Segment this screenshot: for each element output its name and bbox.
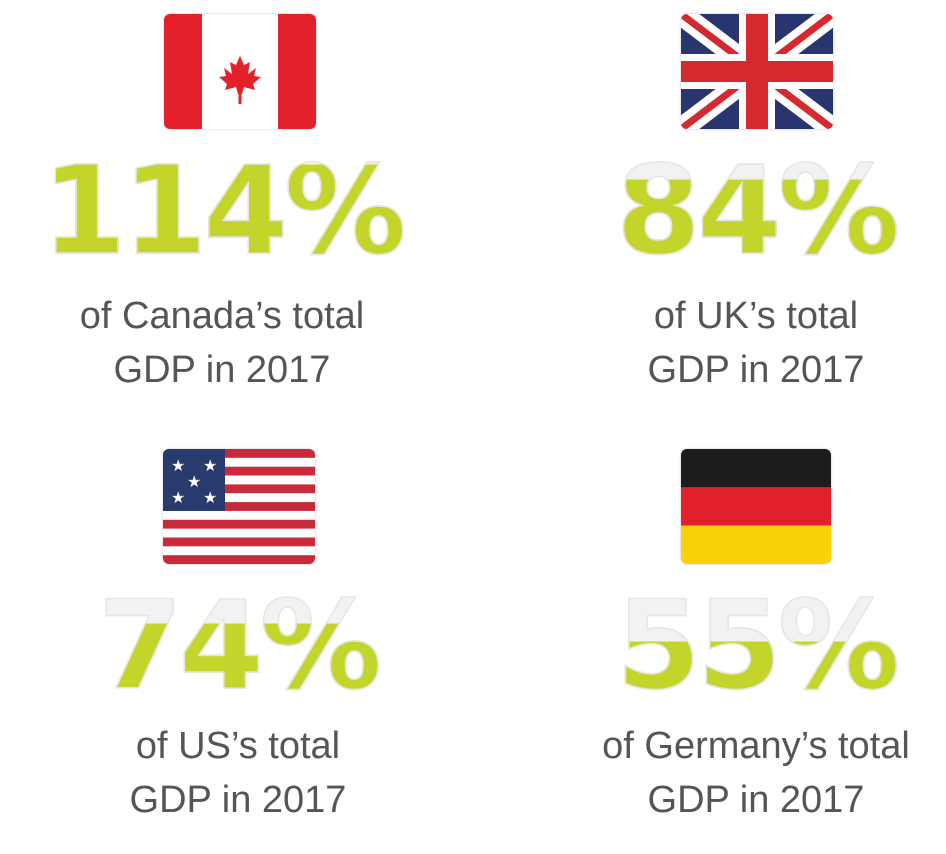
description-line-1: of US’s total [135,725,341,767]
germany-flag-icon [681,449,831,564]
card-germany: 55% of Germany’s total GDP in 2017 [546,435,946,854]
svg-text:★: ★ [171,488,185,507]
svg-text:★: ★ [171,456,185,475]
us-flag-icon: ★ ★ ★ ★ ★ [163,449,315,564]
description-line-2: GDP in 2017 [647,779,865,821]
description-line-1: of UK’s total [653,295,859,337]
uk-flag-icon [681,14,833,129]
description-line-1: of Germany’s total [602,725,910,767]
card-uk: 84% of UK’s total GDP in 2017 [546,0,946,420]
canada-flag-icon [164,14,316,129]
percent-value: 114% [12,149,432,273]
card-canada: 114% of Canada’s total GDP in 2017 [12,0,432,420]
svg-text:★: ★ [187,472,201,491]
description-line-1: of Canada’s total [79,295,365,337]
percent-value: 74% [28,584,448,708]
card-us: ★ ★ ★ ★ ★ 74% of US’s total GDP in 2017 [28,435,448,854]
description-line-2: GDP in 2017 [129,779,347,821]
percent-value: 84% [546,149,946,273]
description-line-2: GDP in 2017 [113,349,331,391]
svg-text:★: ★ [203,488,217,507]
svg-text:★: ★ [203,456,217,475]
description-line-2: GDP in 2017 [647,349,865,391]
percent-value: 55% [546,584,946,708]
